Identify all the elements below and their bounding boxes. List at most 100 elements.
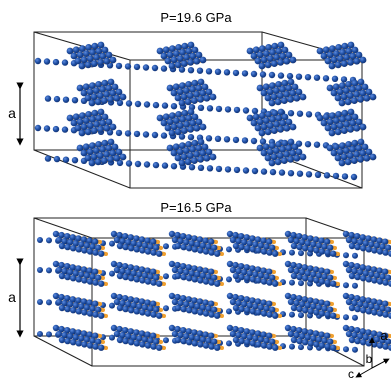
atom <box>295 73 303 80</box>
atom <box>305 171 313 178</box>
atom <box>365 246 372 253</box>
atom <box>80 56 88 64</box>
atom <box>349 52 357 60</box>
atom <box>244 245 251 252</box>
atom <box>214 250 221 257</box>
atom <box>138 266 146 273</box>
atom <box>37 331 43 337</box>
atom <box>101 113 109 121</box>
atom <box>347 59 354 66</box>
atom <box>61 237 68 245</box>
atom <box>174 325 181 333</box>
atom <box>324 279 331 286</box>
atom <box>180 153 188 161</box>
atom <box>61 59 69 66</box>
atom <box>238 327 245 334</box>
atom <box>233 166 241 174</box>
atom <box>69 296 77 303</box>
atom <box>208 343 215 350</box>
atom <box>257 336 265 343</box>
atom <box>136 303 143 310</box>
atom <box>329 112 336 119</box>
atom <box>330 56 338 64</box>
atom <box>196 67 204 74</box>
atom <box>327 274 334 281</box>
atom <box>183 301 190 308</box>
atom <box>254 298 262 305</box>
atom <box>355 51 363 59</box>
atom <box>78 303 85 310</box>
atom <box>269 116 276 123</box>
atom <box>92 332 99 339</box>
atom <box>331 75 339 83</box>
atom <box>250 119 258 127</box>
atom <box>199 304 207 311</box>
atom <box>226 230 234 238</box>
atom <box>232 272 240 280</box>
atom <box>287 266 295 274</box>
atom-layers <box>37 230 391 353</box>
atom <box>376 310 384 317</box>
atom <box>174 242 182 250</box>
atom <box>355 84 363 92</box>
atom <box>258 129 266 137</box>
atom <box>246 47 254 55</box>
atom <box>147 305 154 312</box>
atom <box>266 88 274 96</box>
atom <box>186 245 193 252</box>
atom <box>107 78 115 86</box>
atom <box>259 71 267 78</box>
atom <box>34 124 42 132</box>
atom <box>354 327 361 334</box>
atom <box>139 277 146 284</box>
atom <box>318 331 325 338</box>
atom <box>179 116 187 123</box>
atom <box>271 109 279 117</box>
atom <box>376 237 383 244</box>
atom <box>171 266 179 274</box>
atom <box>345 47 353 55</box>
atom <box>174 261 181 269</box>
atom <box>232 304 240 312</box>
atom <box>205 305 212 312</box>
atom <box>313 341 320 348</box>
atom <box>254 236 262 243</box>
atom <box>260 237 267 244</box>
atom <box>369 93 377 101</box>
atom <box>205 273 212 280</box>
atom <box>122 295 129 302</box>
atom <box>75 265 82 272</box>
atom <box>87 122 94 129</box>
triad-a-label: a <box>380 328 388 343</box>
atom <box>116 159 124 167</box>
atom <box>312 298 320 305</box>
atom <box>382 249 389 256</box>
atom <box>259 112 266 119</box>
atom <box>289 149 297 157</box>
atom <box>184 98 192 106</box>
atom <box>371 247 378 254</box>
atom <box>235 299 242 307</box>
atom <box>385 274 391 281</box>
atom <box>353 124 361 132</box>
atom <box>109 123 117 131</box>
atom <box>168 129 176 137</box>
atom <box>226 260 234 268</box>
atom <box>263 337 270 344</box>
atom <box>376 331 383 338</box>
atom <box>97 125 104 133</box>
atom <box>197 156 205 163</box>
atom <box>180 233 187 240</box>
atom <box>385 338 391 345</box>
atom <box>171 236 179 244</box>
atom <box>70 339 77 346</box>
atom <box>382 311 389 318</box>
atom <box>260 342 268 349</box>
atom <box>180 295 187 302</box>
atom <box>229 330 237 338</box>
atom <box>202 310 210 317</box>
atom <box>86 310 94 317</box>
atom <box>179 49 187 56</box>
atom <box>185 141 193 148</box>
